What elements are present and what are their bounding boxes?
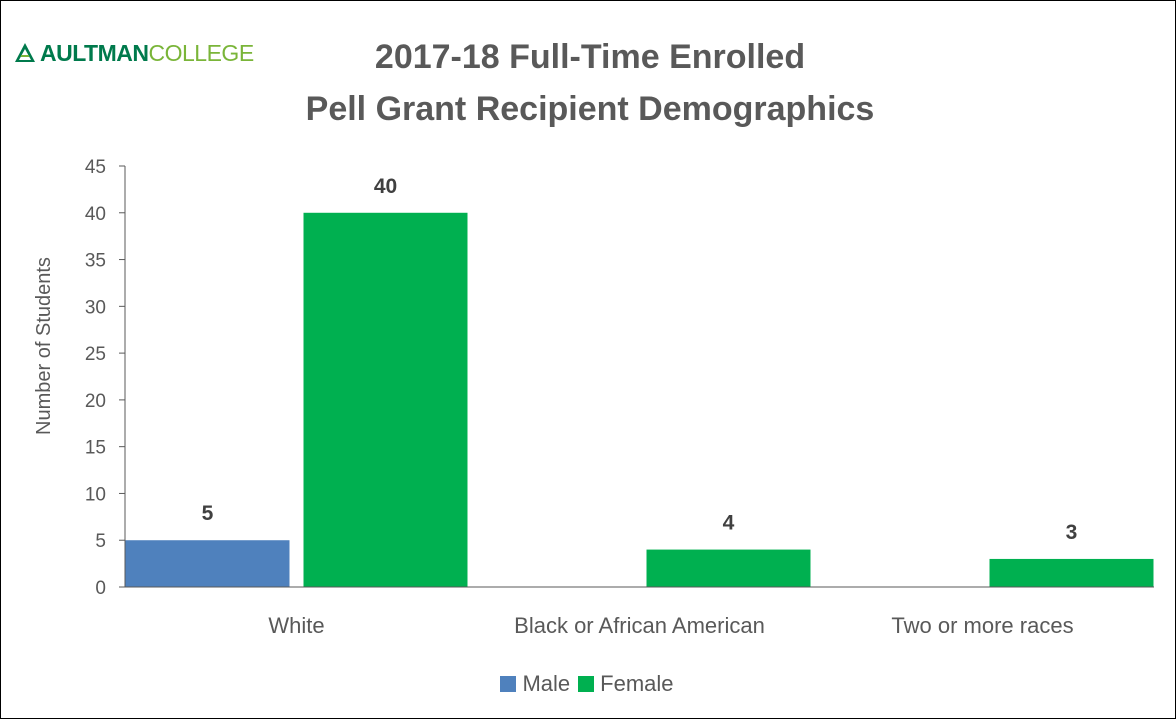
legend-item-male: Male (500, 671, 570, 697)
bars (125, 212, 1154, 587)
y-tick-label: 30 (85, 297, 106, 318)
y-tick-label: 15 (85, 438, 106, 459)
y-axis-title: Number of Students (33, 257, 55, 435)
legend: Male Female (0, 671, 1174, 697)
legend-swatch (500, 676, 517, 692)
aultman-college-logo: AULTMAN COLLEGE (14, 38, 254, 68)
y-tick-label: 35 (85, 251, 106, 272)
y-tick-label: 20 (85, 391, 106, 412)
logo-text-bold: AULTMAN (40, 39, 149, 66)
data-label: 40 (374, 175, 397, 198)
y-axis-ticks: 0 5 10 15 20 25 30 35 40 45 (85, 157, 125, 599)
x-category-label: White (268, 613, 324, 638)
x-axis-labels: White Black or African American Two or mor… (268, 613, 1073, 638)
data-label: 4 (723, 512, 735, 535)
x-category-label: Black or African American (514, 613, 765, 638)
legend-swatch (578, 676, 595, 692)
data-labels: 5 40 4 3 (202, 175, 1078, 544)
x-category-label: Two or more races (891, 613, 1073, 638)
legend-label: Female (600, 671, 674, 696)
data-label: 3 (1066, 521, 1078, 544)
data-label: 5 (202, 502, 214, 525)
bar-female-1 (646, 549, 811, 587)
y-tick-label: 45 (85, 157, 106, 178)
aultman-logo-icon (15, 43, 35, 62)
y-tick-label: 0 (95, 578, 106, 599)
legend-label: Male (522, 671, 571, 696)
bar-female-2 (989, 558, 1154, 587)
chart-title-line-2: Pell Grant Recipient Demographics (305, 90, 875, 128)
y-tick-label: 5 (95, 531, 106, 552)
y-tick-label: 40 (85, 204, 106, 225)
bar-male-0 (125, 540, 290, 587)
y-tick-label: 25 (85, 344, 106, 365)
logo-text-light: COLLEGE (148, 39, 255, 66)
bar-female-0 (303, 212, 468, 587)
chart-title-line-1: 2017-18 Full-Time Enrolled (374, 38, 806, 76)
legend-item-female: Female (578, 671, 674, 697)
y-tick-label: 10 (85, 484, 106, 505)
